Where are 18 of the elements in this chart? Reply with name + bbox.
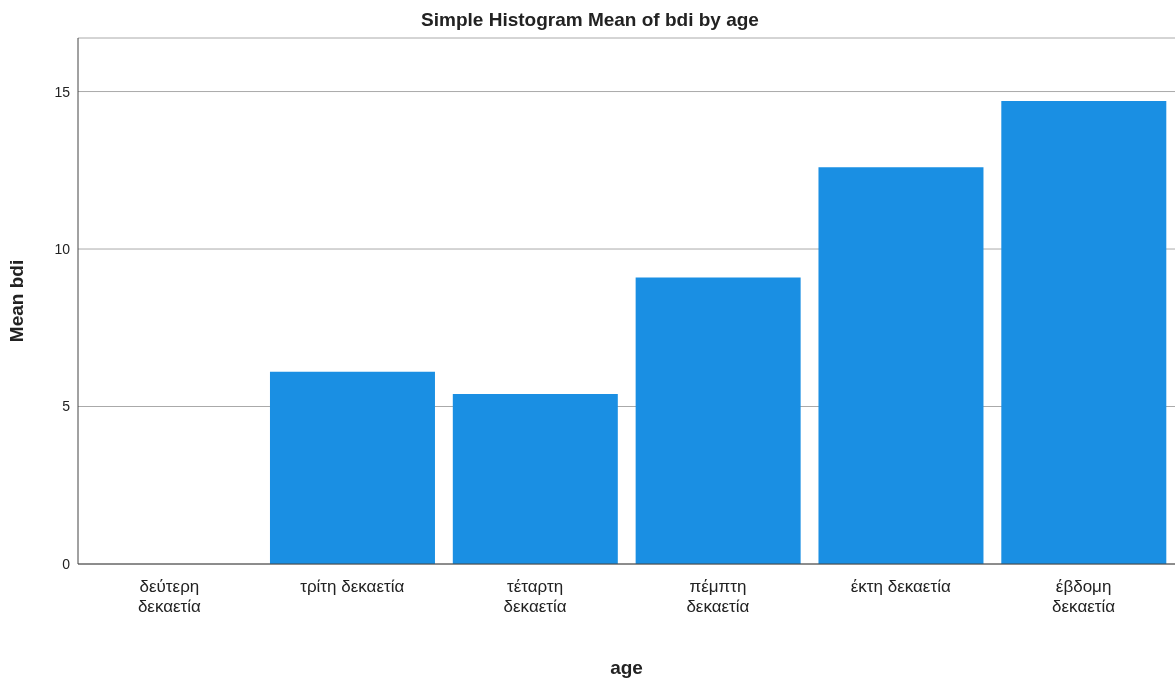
x-tick-label: δεύτερη δεκαετία [137, 577, 202, 616]
bar [269, 371, 435, 564]
y-axis-title: Mean bdi [5, 259, 27, 343]
x-tick-label: έκτη δεκαετία [850, 577, 951, 596]
y-tick-label: 10 [54, 241, 71, 257]
bar [452, 393, 618, 564]
x-axis-title: age [610, 657, 643, 678]
x-tick-label: έβδομη δεκαετία [1052, 577, 1116, 616]
bar [818, 167, 984, 564]
chart-title: Simple Histogram Mean of bdi by age [421, 9, 759, 30]
x-tick-label: τρίτη δεκαετία [300, 577, 405, 596]
x-tick-label: τέταρτη δεκαετία [503, 577, 567, 616]
y-tick-label: 5 [62, 398, 71, 415]
y-tick-label: 15 [54, 83, 71, 100]
bar [635, 277, 801, 564]
y-tick-label: 0 [62, 555, 71, 572]
bar [1001, 100, 1167, 564]
x-tick-label: πέμπτη δεκαετία [686, 577, 750, 616]
